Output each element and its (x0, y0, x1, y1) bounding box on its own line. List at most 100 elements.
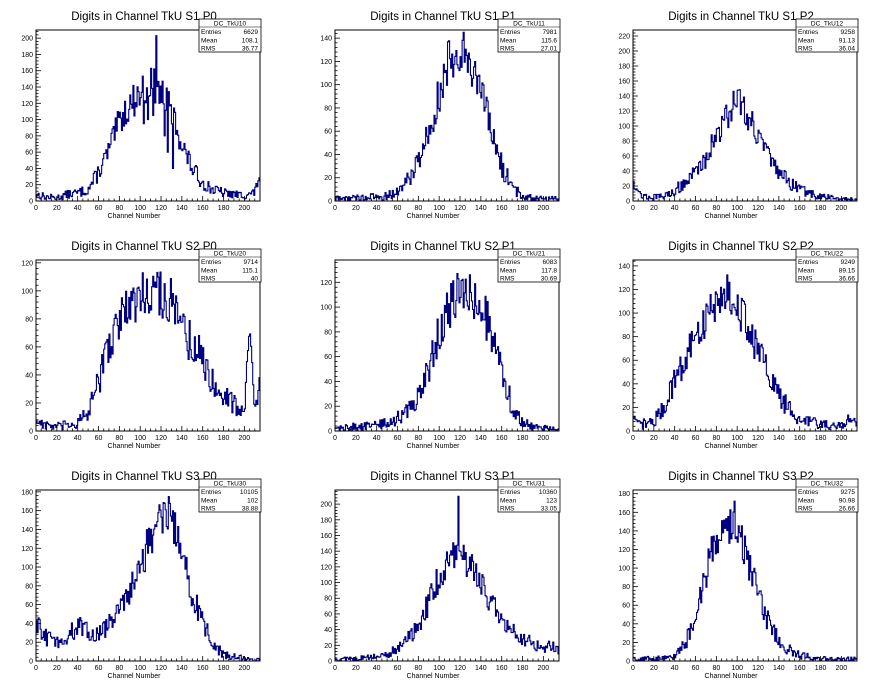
stats-box-frame (497, 18, 561, 53)
plot-frame (334, 489, 560, 662)
stats-mean-value: 117.8 (541, 267, 557, 274)
x-tick-label: 160 (496, 435, 508, 442)
stats-rms-value: 33.05 (541, 506, 558, 513)
y-tick-label: 40 (622, 621, 630, 628)
stats-entries-label: Entries (500, 259, 521, 266)
y-tick-label: 0 (626, 659, 630, 666)
y-tick-label: 140 (618, 94, 630, 101)
y-tick-label: 20 (324, 643, 332, 650)
stats-mean-value: 89.15 (839, 267, 856, 274)
histogram-panel-1: Digits in Channel TkU S1 P0 0 20 40 60 80 100 1… (21, 11, 262, 220)
stats-box-name: DC_TkU10 (214, 21, 247, 28)
y-tick-label: 180 (618, 64, 630, 71)
x-tick-label: 180 (517, 435, 529, 442)
stats-mean-label: Mean (201, 497, 218, 504)
stats-rms-label: RMS (500, 276, 515, 283)
x-tick-label: 40 (671, 665, 679, 672)
stats-mean-value: 115.1 (242, 267, 258, 274)
y-tick-label: 80 (622, 334, 630, 341)
x-tick-label: 100 (731, 435, 743, 442)
stats-mean-label: Mean (500, 37, 517, 44)
y-tick-label: 200 (618, 49, 630, 56)
y-tick-label: 180 (320, 517, 332, 524)
x-tick-label: 20 (650, 665, 658, 672)
y-tick-label: 60 (622, 603, 630, 610)
x-tick-label: 120 (752, 665, 764, 672)
stats-box-name: DC_TkU21 (513, 251, 546, 258)
x-tick-label: 140 (773, 205, 785, 212)
plot-frame (632, 29, 858, 202)
y-tick-label: 20 (622, 640, 630, 647)
x-tick-label: 200 (836, 665, 848, 672)
y-tick-label: 60 (25, 150, 33, 157)
stats-rms-value: 36.04 (839, 46, 856, 53)
stats-entries-label: Entries (798, 29, 819, 36)
stats-box-frame (497, 248, 561, 283)
stats-box-frame (795, 248, 859, 283)
histogram-panel-2: Digits in Channel TkU S1 P1 0 20 40 60 80 100 1… (320, 11, 561, 220)
stats-mean-label: Mean (500, 267, 517, 274)
stats-box-frame (198, 18, 262, 53)
stats-box-frame (795, 478, 859, 513)
x-tick-label: 20 (650, 205, 658, 212)
y-tick-label: 40 (25, 621, 33, 628)
x-tick-label: 160 (496, 665, 508, 672)
x-axis-label: Channel Number (705, 213, 759, 220)
x-tick-label: 20 (352, 665, 360, 672)
panel-title: Digits in Channel TkU S3 P1 (370, 471, 516, 483)
stats-box-frame (198, 248, 262, 283)
y-tick-label: 40 (622, 381, 630, 388)
y-tick-label: 40 (324, 379, 332, 386)
stats-rms-value: 36.66 (839, 276, 856, 283)
stats-rms-label: RMS (798, 276, 813, 283)
histogram-line (36, 496, 260, 662)
x-axis-label: Channel Number (705, 443, 759, 450)
y-tick-label: 20 (25, 640, 33, 647)
stats-mean-label: Mean (201, 267, 218, 274)
stats-mean-value: 91.13 (839, 37, 856, 44)
x-axis-label: Channel Number (108, 443, 162, 450)
x-tick-label: 120 (155, 665, 167, 672)
histogram-line (36, 271, 260, 431)
x-tick-label: 200 (239, 665, 251, 672)
y-tick-label: 60 (324, 611, 332, 618)
x-tick-label: 200 (538, 665, 550, 672)
x-tick-label: 0 (34, 665, 38, 672)
y-tick-label: 40 (25, 166, 33, 173)
y-tick-label: 80 (324, 105, 332, 112)
stats-mean-value: 102 (247, 497, 258, 504)
stats-box-name: DC_TkU12 (811, 21, 844, 28)
panel-title: Digits in Channel TkU S3 P2 (668, 471, 814, 483)
stats-rms-label: RMS (798, 506, 813, 513)
stats-entries-value: 6629 (244, 29, 259, 36)
stats-box-frame (497, 478, 561, 513)
histogram-panel-3: Digits in Channel TkU S1 P2 0 20 40 60 80 100 1… (618, 11, 859, 220)
y-tick-label: 80 (324, 329, 332, 336)
x-tick-label: 20 (53, 205, 61, 212)
stats-entries-label: Entries (798, 489, 819, 496)
plot-frame (632, 489, 858, 662)
x-tick-label: 20 (650, 435, 658, 442)
x-tick-label: 120 (454, 665, 466, 672)
y-tick-label: 60 (324, 129, 332, 136)
x-tick-label: 140 (475, 435, 487, 442)
x-tick-label: 140 (176, 665, 188, 672)
y-tick-label: 0 (29, 659, 33, 666)
stats-rms-value: 38.88 (242, 506, 259, 513)
x-tick-label: 120 (752, 205, 764, 212)
y-tick-label: 100 (320, 82, 332, 89)
y-tick-label: 0 (328, 429, 332, 436)
histogram-line (36, 35, 260, 201)
x-tick-label: 140 (475, 205, 487, 212)
x-tick-label: 180 (517, 205, 529, 212)
stats-mean-label: Mean (798, 497, 815, 504)
x-tick-label: 160 (197, 435, 209, 442)
x-tick-label: 60 (95, 435, 103, 442)
x-tick-label: 140 (176, 435, 188, 442)
